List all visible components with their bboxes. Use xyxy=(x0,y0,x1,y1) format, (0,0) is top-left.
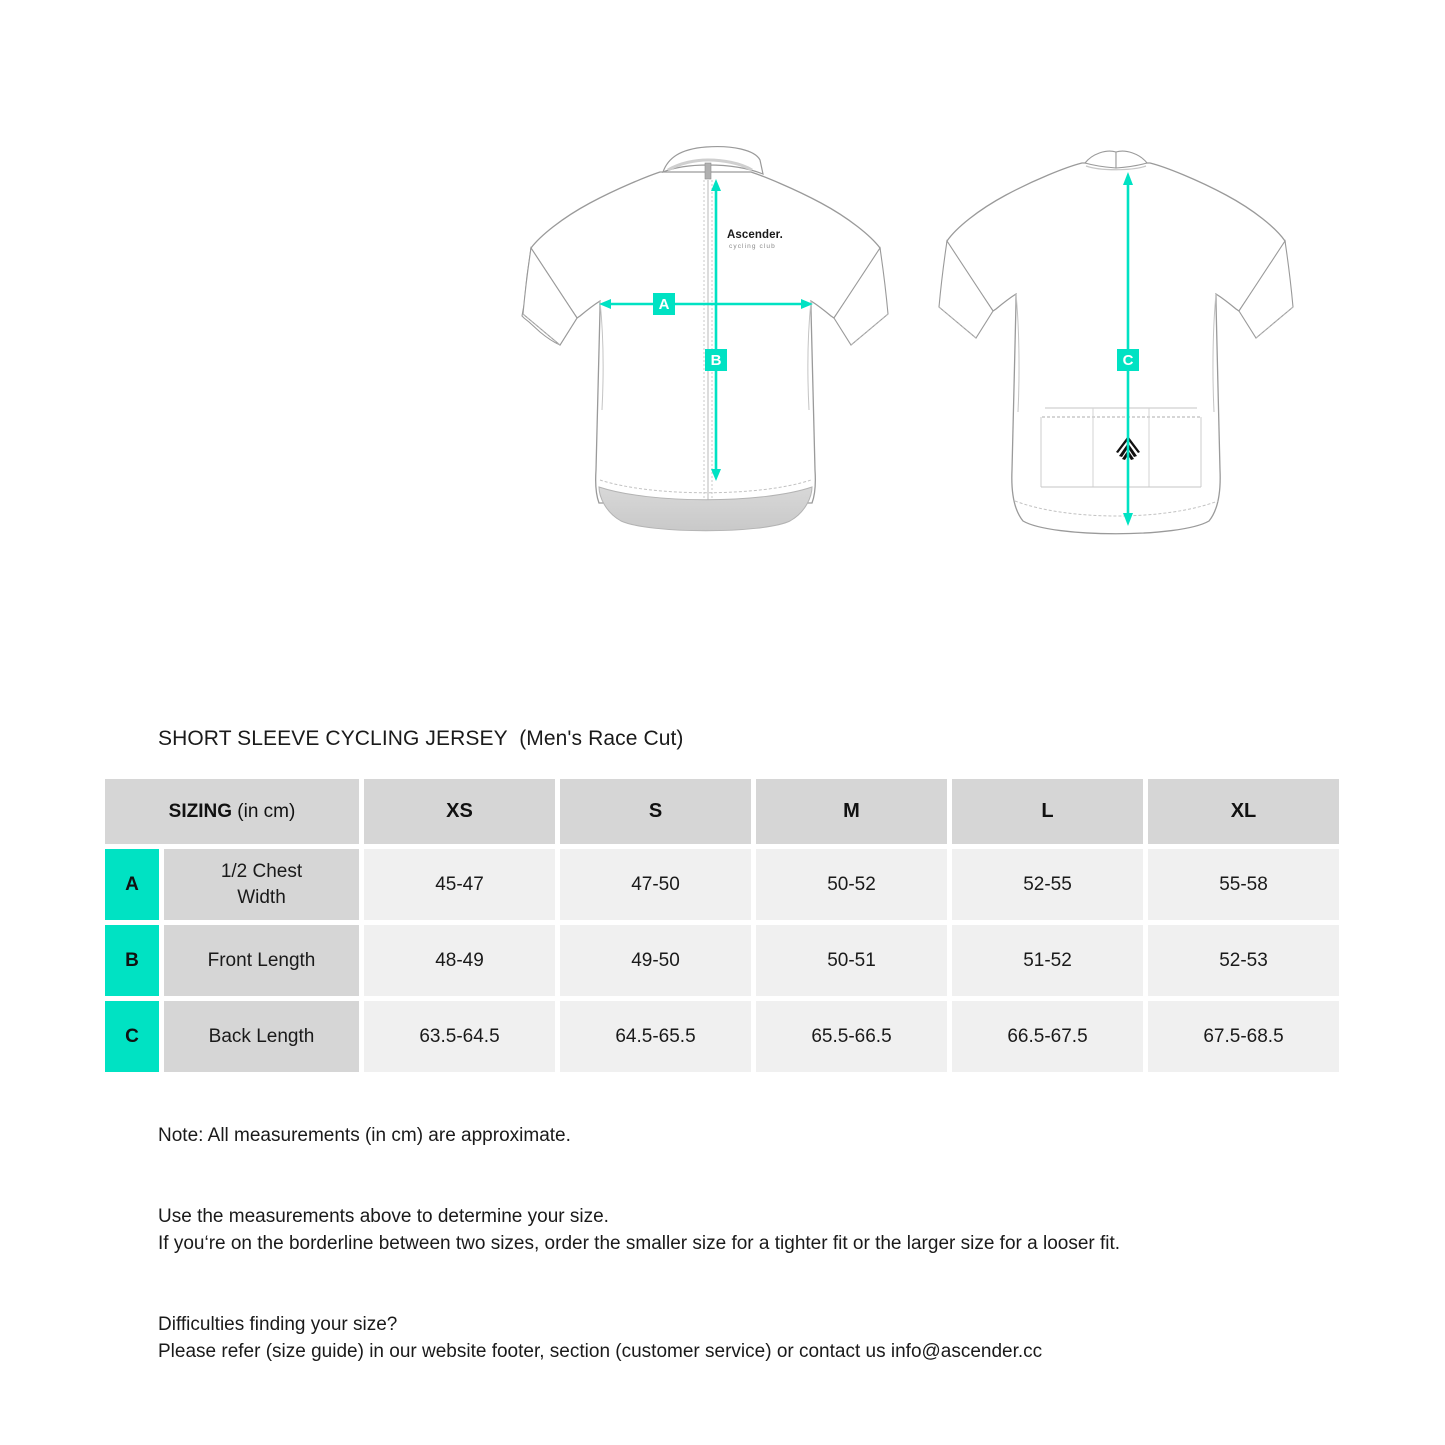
back-hem-stitch xyxy=(1014,500,1219,517)
front-hem-gripper xyxy=(598,486,813,532)
note-contact-info: Please refer (size guide) in our website… xyxy=(158,1341,1043,1362)
row-badge-a: A xyxy=(105,849,159,920)
notes-spacer-2 xyxy=(158,1257,1358,1311)
cell-b-s: 49-50 xyxy=(560,925,751,996)
back-body-outline xyxy=(946,162,1286,535)
header-size-xl: XL xyxy=(1148,779,1339,844)
cell-c-l: 66.5-67.5 xyxy=(952,1001,1143,1072)
front-collar-inner xyxy=(667,158,753,172)
back-right-side-seam xyxy=(1212,293,1217,413)
front-left-side-seam xyxy=(599,300,604,411)
table-row: C Back Length 63.5-64.5 64.5-65.5 65.5-6… xyxy=(105,1001,1339,1072)
notes-spacer-1 xyxy=(158,1149,1358,1203)
cell-b-xs: 48-49 xyxy=(364,925,555,996)
note-approximate: Note: All measurements (in cm) are appro… xyxy=(158,1125,571,1146)
measure-badge-c: C xyxy=(1117,349,1139,371)
header-sizing-cell: SIZING (in cm) xyxy=(105,779,359,844)
cell-c-xs: 63.5-64.5 xyxy=(364,1001,555,1072)
note-borderline-advice: If you‘re on the borderline between two … xyxy=(158,1233,1121,1254)
cell-b-m: 50-51 xyxy=(756,925,947,996)
measure-badge-c-label: C xyxy=(1123,352,1134,369)
measure-badge-a-label: A xyxy=(659,296,670,313)
measure-badge-a: A xyxy=(653,293,675,315)
cell-b-l: 51-52 xyxy=(952,925,1143,996)
jersey-back-view: C xyxy=(938,150,1294,535)
cell-c-m: 65.5-66.5 xyxy=(756,1001,947,1072)
page-title: SHORT SLEEVE CYCLING JERSEY (Men's Race … xyxy=(158,727,684,750)
row-label-front-length: Front Length xyxy=(164,925,359,996)
row-label-chest-width: 1/2 Chest Width xyxy=(164,849,359,920)
back-collar-seam xyxy=(1085,165,1147,171)
cell-a-xs: 45-47 xyxy=(364,849,555,920)
cell-c-s: 64.5-65.5 xyxy=(560,1001,751,1072)
note-use-measurements: Use the measurements above to determine … xyxy=(158,1206,609,1227)
row-badge-c: C xyxy=(105,1001,159,1072)
header-size-l: L xyxy=(952,779,1143,844)
front-zipper-pull xyxy=(704,162,712,180)
back-right-cuff-stitch xyxy=(1255,306,1294,339)
cell-a-m: 50-52 xyxy=(756,849,947,920)
table-row: A 1/2 Chest Width 45-47 47-50 50-52 52-5… xyxy=(105,849,1339,920)
header-sizing-bold: SIZING xyxy=(168,800,232,822)
front-right-cuff-stitch xyxy=(850,313,889,346)
cell-b-xl: 52-53 xyxy=(1148,925,1339,996)
cell-a-xl: 55-58 xyxy=(1148,849,1339,920)
front-left-cuff-stitch xyxy=(522,313,561,346)
table-header-row: SIZING (in cm) XS S M L XL xyxy=(105,779,1339,844)
front-brand-name: Ascender. xyxy=(727,229,783,241)
back-left-side-seam xyxy=(1015,293,1020,413)
front-hem-stitch xyxy=(599,479,812,494)
row-badge-b: B xyxy=(105,925,159,996)
front-right-side-seam xyxy=(807,300,812,411)
cell-a-s: 47-50 xyxy=(560,849,751,920)
cell-a-l: 52-55 xyxy=(952,849,1143,920)
measure-arrow-a xyxy=(599,299,813,309)
cell-c-xl: 67.5-68.5 xyxy=(1148,1001,1339,1072)
measure-arrow-b xyxy=(711,179,721,481)
front-brand-tagline: cycling club xyxy=(729,243,776,250)
jersey-front-view: Ascender. cycling club A B xyxy=(521,145,889,532)
notes-section: Note: All measurements (in cm) are appro… xyxy=(158,1122,1358,1365)
header-sizing-unit: (in cm) xyxy=(232,800,296,822)
header-size-xs: XS xyxy=(364,779,555,844)
row-label-back-length: Back Length xyxy=(164,1001,359,1072)
header-size-m: M xyxy=(756,779,947,844)
note-difficulties-question: Difficulties finding your size? xyxy=(158,1314,398,1335)
size-chart-table: SIZING (in cm) XS S M L XL A 1/2 Chest W… xyxy=(105,779,1339,1072)
header-size-s: S xyxy=(560,779,751,844)
table-row: B Front Length 48-49 49-50 50-51 51-52 5… xyxy=(105,925,1339,996)
jersey-illustration: Ascender. cycling club A B xyxy=(0,0,1445,700)
measure-badge-b: B xyxy=(705,349,727,371)
measure-badge-b-label: B xyxy=(711,352,722,369)
back-collar-right xyxy=(1115,150,1148,169)
back-left-cuff-stitch xyxy=(938,306,977,339)
front-body-outline xyxy=(530,171,881,504)
